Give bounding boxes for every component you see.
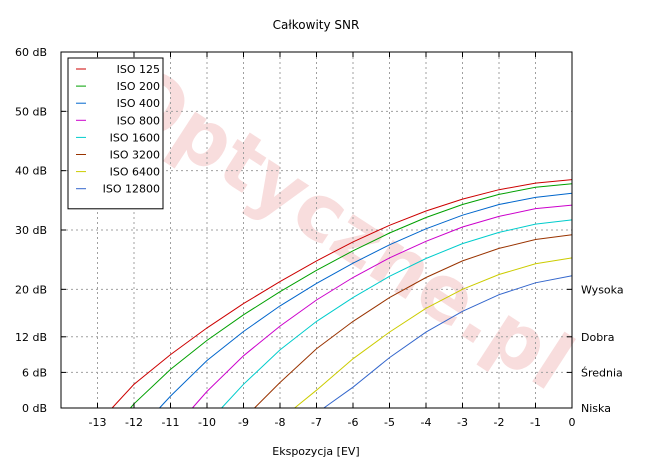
legend: ISO 125 ISO 200 ISO 400 ISO 800 ISO 1600 ISO … — [67, 57, 164, 210]
x-tick-label: -13 — [89, 416, 107, 429]
legend-entry-label: ISO 6400 — [110, 166, 160, 179]
right-tick-label: Niska — [581, 402, 611, 415]
legend-box — [67, 57, 164, 210]
y-tick-label: 12 dB — [15, 331, 47, 344]
x-tick-label: 0 — [569, 416, 576, 429]
legend-entry-label: ISO 125 — [117, 63, 160, 76]
series-line-iso-6400 — [294, 257, 573, 409]
series-line-iso-1600 — [221, 219, 573, 409]
right-tick-label: Średnia — [581, 366, 623, 379]
x-tick-label: -8 — [275, 416, 286, 429]
x-tick-label: -10 — [198, 416, 216, 429]
series-line-iso-125 — [111, 179, 573, 409]
axis-ticks: -13 -12 -11 -10 -9 -8 -7 -6 -5 -4 -3 -2 -1 00 dB6 dB1… — [15, 46, 624, 429]
series-line-iso-3200 — [254, 234, 573, 409]
legend-entry-label: ISO 1600 — [110, 131, 160, 144]
legend-entry-label: ISO 12800 — [103, 183, 160, 196]
x-axis-label: Ekspozycja [EV] — [272, 445, 359, 458]
x-tick-label: -5 — [384, 416, 395, 429]
legend-entry-label: ISO 800 — [117, 114, 160, 127]
x-tick-label: -6 — [348, 416, 359, 429]
series-line-iso-800 — [192, 204, 573, 409]
x-tick-label: -4 — [421, 416, 432, 429]
series-line-iso-12800 — [323, 275, 573, 409]
x-tick-label: -7 — [311, 416, 322, 429]
series-line-iso-200 — [130, 183, 573, 409]
legend-entry-label: ISO 400 — [117, 97, 160, 110]
y-tick-label: 40 dB — [15, 165, 47, 178]
y-tick-label: 6 dB — [22, 366, 47, 379]
y-tick-label: 20 dB — [15, 283, 47, 296]
x-tick-label: -1 — [530, 416, 541, 429]
chart-title: Całkowity SNR — [273, 18, 360, 32]
x-tick-label: -3 — [457, 416, 468, 429]
y-tick-label: 50 dB — [15, 105, 47, 118]
x-tick-label: -11 — [162, 416, 180, 429]
series-line-iso-400 — [159, 192, 573, 409]
y-tick-label: 60 dB — [15, 46, 47, 59]
series-lines — [111, 179, 573, 409]
x-tick-label: -9 — [238, 416, 249, 429]
right-tick-label: Wysoka — [581, 283, 624, 296]
y-tick-label: 0 dB — [22, 402, 47, 415]
legend-entry-label: ISO 3200 — [110, 149, 160, 162]
right-tick-label: Dobra — [581, 331, 614, 344]
legend-entry-label: ISO 200 — [117, 80, 160, 93]
y-tick-label: 30 dB — [15, 224, 47, 237]
x-tick-label: -12 — [125, 416, 143, 429]
x-tick-label: -2 — [494, 416, 505, 429]
